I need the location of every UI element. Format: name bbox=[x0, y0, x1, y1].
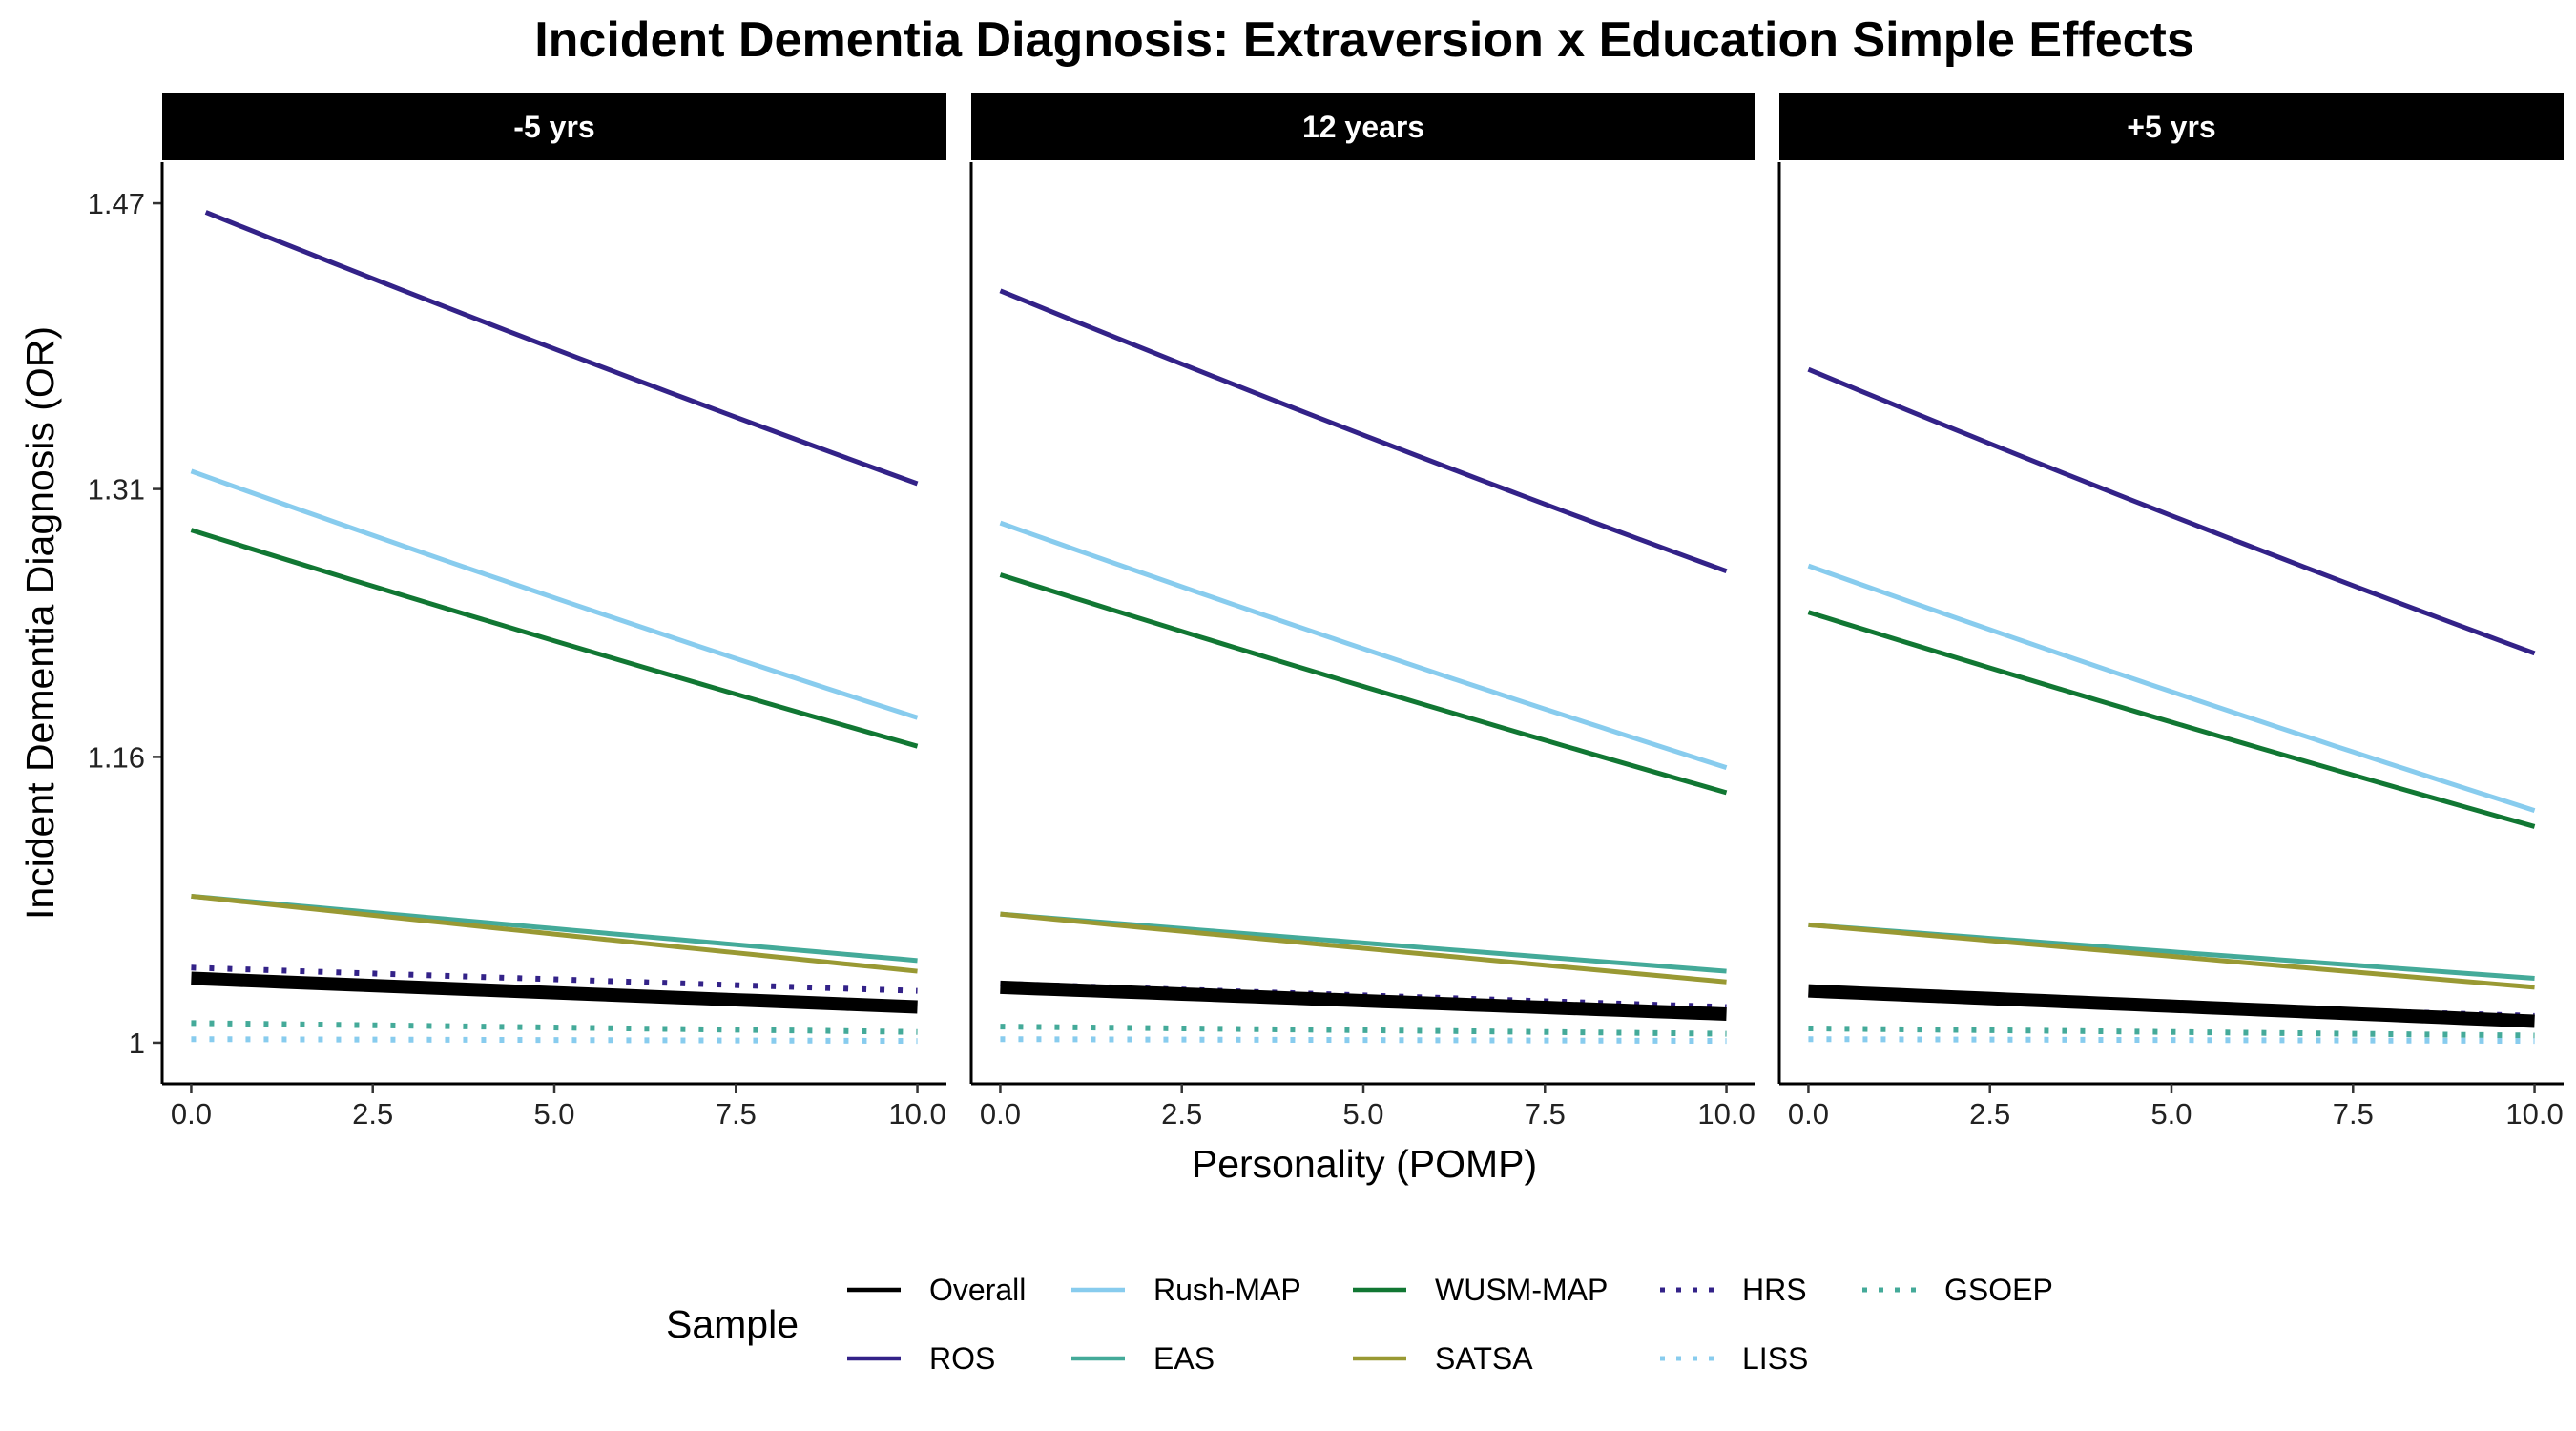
x-tick-label: 2.5 bbox=[1969, 1097, 2010, 1130]
legend-label: ROS bbox=[929, 1341, 995, 1376]
x-axis: 0.0 2.5 5.0 7.5 10.0 bbox=[171, 1084, 946, 1130]
legend-entry-gsoep: GSOEP bbox=[1862, 1273, 2053, 1307]
series-line-overall bbox=[1000, 980, 1727, 1021]
series-line-satsa bbox=[191, 893, 918, 974]
x-tick-label: 7.5 bbox=[1525, 1097, 1566, 1130]
facet-label: +5 yrs bbox=[2127, 110, 2215, 144]
series-line-liss bbox=[1000, 1036, 1727, 1045]
series-line-liss bbox=[1808, 1036, 2535, 1045]
series-lines bbox=[190, 210, 919, 1045]
x-axis: 0.0 2.5 5.0 7.5 10.0 bbox=[1788, 1084, 2564, 1130]
y-tick-label: 1.31 bbox=[88, 473, 145, 507]
facet-strip bbox=[162, 93, 946, 160]
y-tick-label: 1 bbox=[129, 1027, 145, 1060]
series-line-hrs bbox=[191, 964, 918, 994]
legend-entry-ros: ROS bbox=[847, 1341, 995, 1376]
legend-title: Sample bbox=[666, 1302, 799, 1346]
series-line-gsoep bbox=[191, 1020, 918, 1035]
panel-5-yrs: +5 yrs 0.0 2.5 5.0 7.5 10.0 bbox=[1777, 93, 2564, 1130]
panel-5-yrs: -5 yrs 0.0 2.5 5.0 7.5 10.0 bbox=[160, 93, 946, 1130]
legend-entry-liss: LISS bbox=[1660, 1341, 1808, 1376]
x-tick-label: 5.0 bbox=[533, 1097, 574, 1130]
legend-label: EAS bbox=[1153, 1341, 1215, 1376]
chart-title: Incident Dementia Diagnosis: Extraversio… bbox=[534, 12, 2194, 68]
x-tick-label: 2.5 bbox=[1161, 1097, 1202, 1130]
legend-label: Rush-MAP bbox=[1153, 1273, 1301, 1307]
y-axis-title: Incident Dementia Diagnosis (OR) bbox=[18, 326, 62, 920]
legend-label: LISS bbox=[1742, 1341, 1808, 1376]
x-tick-label: 10.0 bbox=[1697, 1097, 1755, 1130]
legend-entry-overall: Overall bbox=[847, 1273, 1026, 1307]
series-line-ros bbox=[1807, 366, 2536, 656]
facet-label: -5 yrs bbox=[513, 110, 594, 144]
y-tick-label: 1.47 bbox=[88, 187, 145, 220]
series-line-rush-map bbox=[999, 520, 1728, 771]
legend-entry-rush-map: Rush-MAP bbox=[1071, 1273, 1301, 1307]
x-tick-label: 0.0 bbox=[171, 1097, 212, 1130]
legend-label: HRS bbox=[1742, 1273, 1807, 1307]
series-line-wusm-map bbox=[999, 572, 1728, 796]
series-line-satsa bbox=[1808, 922, 2535, 990]
panel-12-years: 12 years 0.0 2.5 5.0 7.5 10.0 bbox=[969, 93, 1755, 1130]
legend-entry-eas: EAS bbox=[1071, 1341, 1215, 1376]
x-tick-label: 0.0 bbox=[1788, 1097, 1829, 1130]
x-axis: 0.0 2.5 5.0 7.5 10.0 bbox=[980, 1084, 1755, 1130]
y-tick-label: 1.16 bbox=[88, 740, 145, 774]
y-axis: 1 1.16 1.31 1.47 bbox=[88, 187, 162, 1060]
legend-entry-satsa: SATSA bbox=[1353, 1341, 1533, 1376]
x-tick-label: 5.0 bbox=[2150, 1097, 2192, 1130]
x-tick-label: 7.5 bbox=[2333, 1097, 2374, 1130]
legend-label: GSOEP bbox=[1944, 1273, 2053, 1307]
x-tick-label: 2.5 bbox=[352, 1097, 393, 1130]
series-line-wusm-map bbox=[1807, 610, 2536, 829]
legend-label: Overall bbox=[929, 1273, 1026, 1307]
facet-strip bbox=[1779, 93, 2564, 160]
series-line-ros bbox=[204, 210, 919, 487]
series-line-gsoep bbox=[1808, 1025, 2535, 1039]
legend-label: SATSA bbox=[1435, 1341, 1533, 1376]
series-line-satsa bbox=[1000, 911, 1727, 985]
legend-label: WUSM-MAP bbox=[1435, 1273, 1608, 1307]
legend-entry-wusm-map: WUSM-MAP bbox=[1353, 1273, 1608, 1307]
series-line-rush-map bbox=[1807, 563, 2536, 813]
series-line-liss bbox=[191, 1036, 918, 1045]
x-tick-label: 0.0 bbox=[980, 1097, 1021, 1130]
x-tick-label: 7.5 bbox=[716, 1097, 757, 1130]
series-line-overall bbox=[1808, 984, 2535, 1028]
facet-strip bbox=[971, 93, 1755, 160]
series-line-rush-map bbox=[190, 468, 919, 720]
legend-entry-hrs: HRS bbox=[1660, 1273, 1807, 1307]
series-line-wusm-map bbox=[190, 528, 919, 749]
series-line-gsoep bbox=[1000, 1024, 1727, 1037]
x-tick-label: 10.0 bbox=[888, 1097, 945, 1130]
x-tick-label: 5.0 bbox=[1342, 1097, 1383, 1130]
x-tick-label: 10.0 bbox=[2505, 1097, 2563, 1130]
x-axis-title: Personality (POMP) bbox=[1192, 1142, 1537, 1186]
legend: Overall ROS Rush-MAP EAS WUSM-MAP SATSA HRS LIS… bbox=[847, 1273, 2053, 1376]
facet-label: 12 years bbox=[1302, 110, 1424, 144]
series-line-overall bbox=[191, 971, 918, 1014]
series-line-ros bbox=[999, 288, 1728, 574]
series-lines bbox=[999, 288, 1728, 1045]
series-lines bbox=[1807, 366, 2536, 1045]
